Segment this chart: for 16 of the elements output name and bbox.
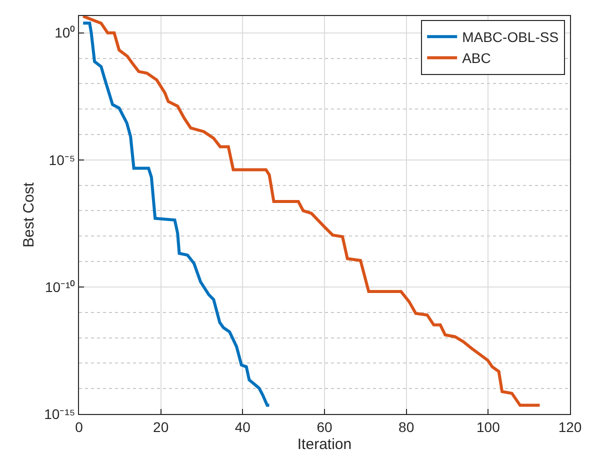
legend-label: ABC [462,50,491,66]
x-tick-label: 40 [234,418,251,435]
x-tick-label: 60 [316,418,332,435]
legend-label: MABC-OBL-SS [462,29,559,46]
y-tick-label: 10⁻¹⁵ [44,406,76,422]
y-tick-label: 10⁻⁵ [48,152,76,168]
x-tick-label: 100 [476,418,500,435]
x-tick-label: 80 [398,418,414,435]
y-tick-label: 10⁻¹⁰ [44,278,76,295]
line-series [82,22,271,407]
x-tick-label: 20 [153,418,169,435]
x-tick-label: 0 [75,418,84,435]
y-tick-label: 10⁰ [54,24,76,41]
x-axis-title: Iteration [297,436,352,453]
y-axis-title: Best Cost [20,182,38,248]
x-tick-label: 120 [558,418,582,435]
